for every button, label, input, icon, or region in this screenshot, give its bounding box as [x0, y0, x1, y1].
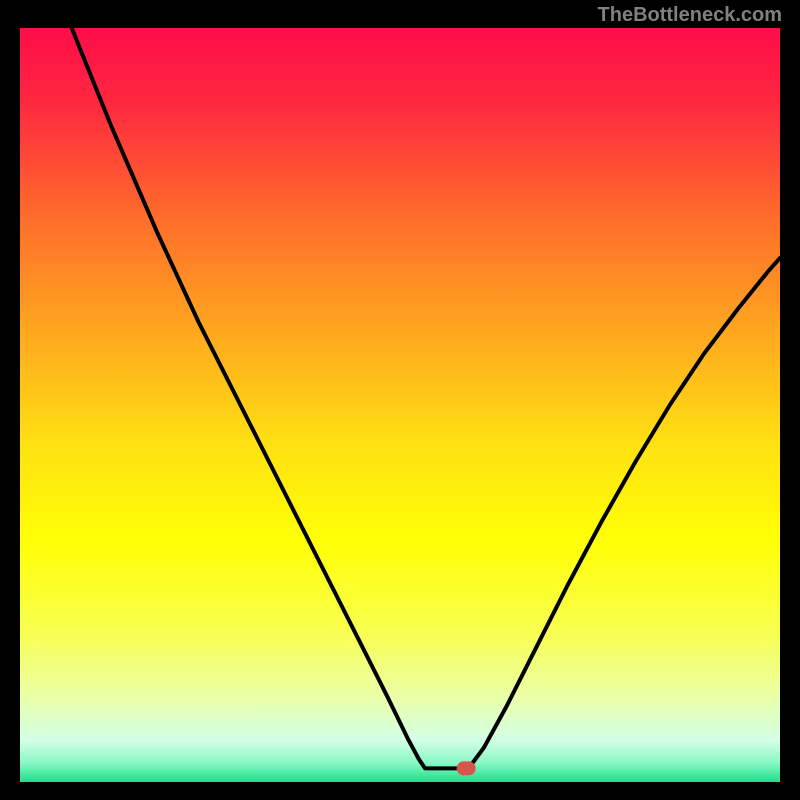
chart-container: TheBottleneck.com — [0, 0, 800, 800]
watermark-text: TheBottleneck.com — [598, 4, 782, 27]
current-position-marker — [457, 761, 476, 775]
bottleneck-curve-chart — [0, 0, 800, 800]
plot-background — [20, 28, 780, 782]
